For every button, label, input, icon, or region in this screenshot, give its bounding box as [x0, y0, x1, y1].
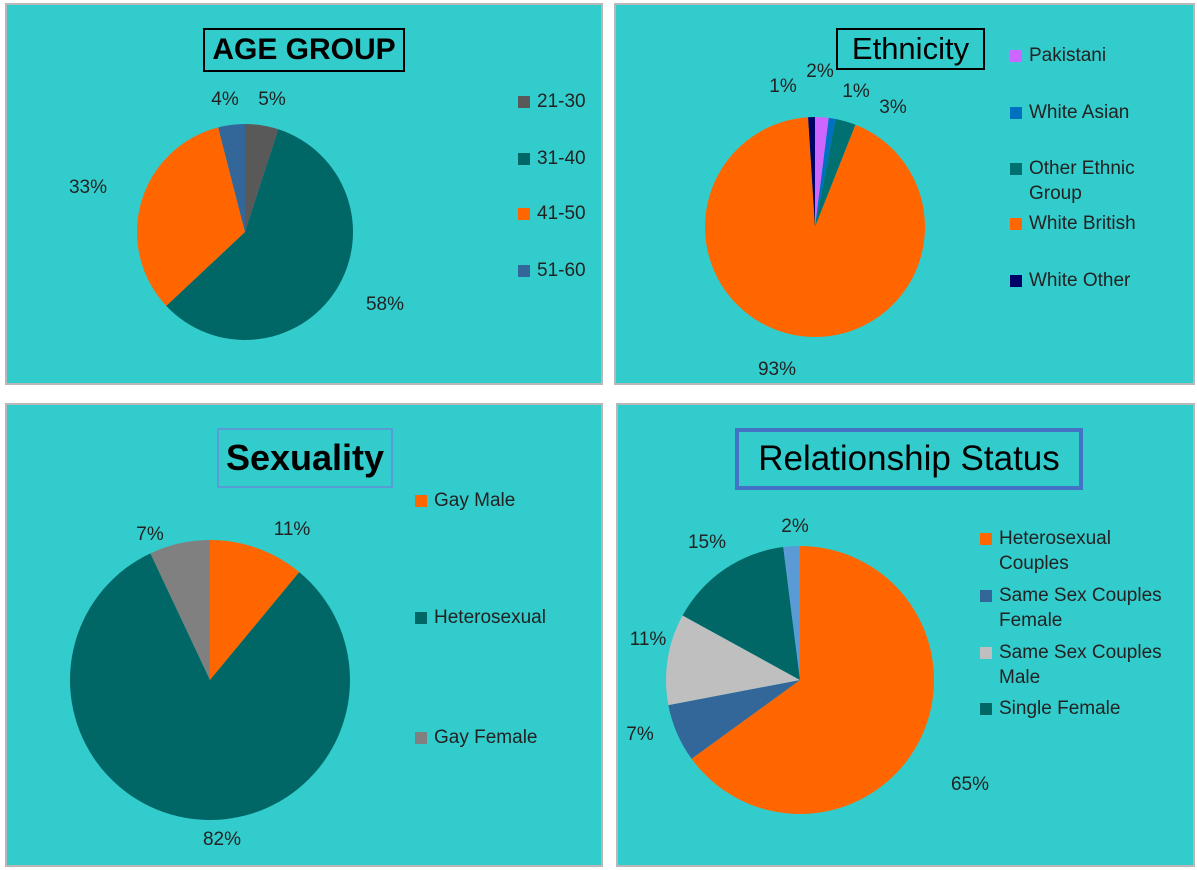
pie-slice [666, 615, 800, 706]
pie-slice [668, 680, 800, 759]
legend-swatch [980, 533, 992, 545]
legend-label: Single Female [999, 698, 1121, 719]
pie-slice [815, 117, 836, 227]
legend-swatch [518, 153, 530, 165]
legend-label: Gay Female [434, 727, 538, 748]
legend-item: Heterosexual [415, 605, 585, 630]
chart-title: Relationship Status [735, 428, 1083, 490]
pie-slice [691, 546, 934, 814]
legend-swatch [1010, 50, 1022, 62]
legend-swatch [1010, 218, 1022, 230]
legend-swatch [980, 703, 992, 715]
data-label: 4% [211, 89, 239, 110]
data-label: 2% [781, 516, 809, 537]
legend-label: Heterosexual Couples [999, 528, 1111, 574]
legend-item: 41-50 [518, 201, 618, 226]
legend-label: Heterosexual [434, 607, 546, 628]
pie-slice [815, 118, 856, 227]
data-label: 11% [274, 519, 311, 540]
data-label: 3% [879, 97, 907, 118]
pie-slice [137, 127, 245, 306]
data-label: 2% [806, 61, 834, 82]
data-label: 1% [769, 76, 797, 97]
pie-slice [783, 546, 800, 680]
legend-item: 21-30 [518, 89, 618, 114]
legend-item: 51-60 [518, 258, 618, 283]
legend-item: 31-40 [518, 146, 618, 171]
pie-slice [218, 124, 245, 232]
legend-item: White Asian [1010, 100, 1150, 125]
legend-swatch [518, 265, 530, 277]
legend-swatch [518, 96, 530, 108]
legend-item: Gay Male [415, 488, 585, 513]
pie-slice [682, 547, 800, 680]
legend-label: Same Sex Couples Male [999, 642, 1162, 688]
data-label: 7% [626, 724, 654, 745]
legend-swatch [1010, 107, 1022, 119]
data-label: 1% [842, 81, 870, 102]
legend-label: 21-30 [537, 91, 586, 112]
legend-label: 41-50 [537, 203, 586, 224]
pie-slice [69, 553, 350, 821]
legend-swatch [1010, 163, 1022, 175]
legend-swatch [415, 732, 427, 744]
pie-slice [210, 540, 300, 680]
legend-item: Heterosexual Couples [980, 526, 1165, 576]
legend-label: White Asian [1029, 102, 1130, 123]
legend-label: White Other [1029, 270, 1131, 291]
chart-title: AGE GROUP [203, 28, 405, 72]
legend-item: White Other [1010, 268, 1150, 293]
legend-item: Pakistani [1010, 43, 1150, 68]
legend-swatch [980, 647, 992, 659]
data-label: 11% [630, 629, 667, 650]
legend-label: 31-40 [537, 148, 586, 169]
legend-item: White British [1010, 211, 1150, 236]
data-label: 93% [758, 359, 796, 380]
legend-swatch [980, 590, 992, 602]
data-label: 7% [136, 524, 164, 545]
data-label: 82% [203, 829, 241, 850]
legend-swatch [1010, 275, 1022, 287]
data-label: 5% [258, 89, 286, 110]
chart-title: Ethnicity [836, 28, 985, 70]
legend-item: Single Female [980, 696, 1165, 721]
legend-swatch [415, 495, 427, 507]
pie-slice [245, 124, 279, 232]
data-label: 58% [366, 294, 404, 315]
chart-title: Sexuality [217, 428, 393, 488]
legend-label: White British [1029, 213, 1136, 234]
legend-swatch [518, 208, 530, 220]
pie-slice [705, 117, 926, 337]
pie-slice [808, 117, 815, 227]
pie-slice [815, 117, 829, 227]
pie-slice [166, 129, 353, 341]
pie-slice [150, 540, 210, 680]
legend-label: Pakistani [1029, 45, 1107, 66]
legend-item: Other Ethnic Group [1010, 156, 1150, 206]
legend-item: Same Sex Couples Male [980, 640, 1165, 690]
legend-swatch [415, 612, 427, 624]
data-label: 15% [688, 532, 726, 553]
data-label: 65% [951, 774, 989, 795]
legend-item: Same Sex Couples Female [980, 583, 1165, 633]
legend-item: Gay Female [415, 725, 585, 750]
legend-label: Same Sex Couples Female [999, 585, 1162, 631]
legend-label: 51-60 [537, 260, 586, 281]
legend-label: Gay Male [434, 490, 516, 511]
legend-label: Other Ethnic Group [1029, 158, 1135, 204]
data-label: 33% [69, 177, 107, 198]
